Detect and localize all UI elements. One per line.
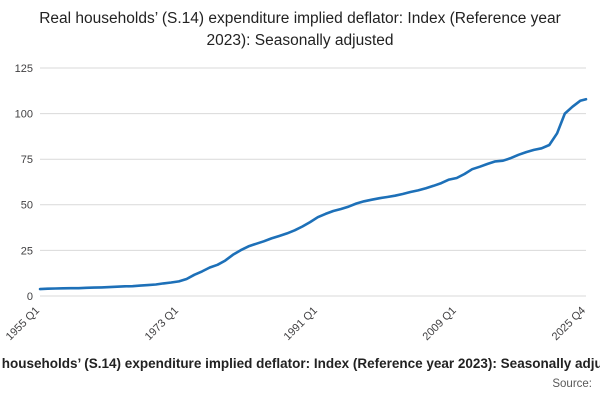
footer-caption-wrap: Real households’ (S.14) expenditure impl… [0,356,600,376]
x-tick-label: 1973 Q1 [143,305,181,343]
footer-caption: Real households’ (S.14) expenditure impl… [0,356,600,371]
y-tick-label: 25 [21,245,33,257]
series-line [38,97,588,291]
source-label: Source: [552,378,592,390]
x-tick-label: 2025 Q4 [550,305,588,343]
x-tick-label: 1991 Q1 [282,305,320,343]
y-tick-label: 50 [21,200,33,212]
x-tick-label: 1955 Q1 [4,305,42,343]
chart-plot-area: 0 25 50 75 100 125 1955 Q1 1973 Q1 1991 Q1 2009 Q… [4,63,588,343]
y-tick-label: 125 [15,63,33,75]
y-tick-label: 0 [27,291,33,303]
y-tick-label: 75 [21,154,33,166]
chart-title: Real households’ (S.14) expenditure impl… [39,10,561,49]
y-tick-label: 100 [15,108,33,120]
x-tick-label: 2009 Q1 [421,305,459,343]
